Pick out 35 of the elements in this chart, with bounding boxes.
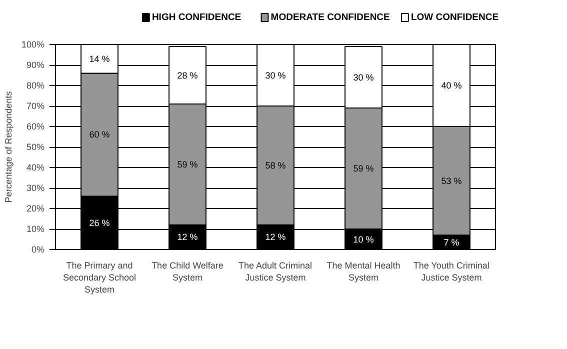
y-tick-label: 80% <box>26 80 44 90</box>
y-tick-label: 70% <box>26 101 44 111</box>
y-tick-label: 60% <box>26 122 44 132</box>
y-tick-label: 0% <box>31 244 45 254</box>
data-label: 26 % <box>89 218 110 228</box>
legend-label: MODERATE CONFIDENCE <box>270 12 390 23</box>
y-tick-label: 10% <box>26 224 44 234</box>
legend-label: LOW CONFIDENCE <box>410 12 499 23</box>
y-tick-label: 40% <box>26 162 44 172</box>
x-tick-label: The Youth Criminal Justice System <box>413 260 490 282</box>
data-label: 53 % <box>441 176 462 186</box>
y-axis-title: Percentage of Respondents <box>3 90 14 203</box>
data-label: 28 % <box>177 70 198 80</box>
x-tick-label: The Primary and Secondary School System <box>62 260 136 294</box>
data-label: 59 % <box>177 159 198 170</box>
data-label: 30 % <box>353 72 374 82</box>
data-label: 12 % <box>265 232 286 242</box>
data-label: 14 % <box>89 54 110 64</box>
data-label: 60 % <box>89 130 110 140</box>
data-label: 12 % <box>177 232 198 242</box>
x-tick-label: The Mental Health System <box>326 260 400 282</box>
data-label: 40 % <box>441 80 462 90</box>
x-tick-label: The Adult Criminal Justice System <box>238 260 312 282</box>
data-label: 59 % <box>353 164 374 174</box>
x-tick-label: The Child Welfare System <box>152 260 224 282</box>
data-label: 10 % <box>353 234 374 244</box>
y-tick-label: 20% <box>26 204 44 214</box>
data-label: 30 % <box>265 70 286 80</box>
legend-label: HIGH CONFIDENCE <box>152 12 242 23</box>
data-label: 7 % <box>444 237 460 248</box>
y-tick-label: 50% <box>26 142 44 152</box>
y-tick-label: 100% <box>21 40 45 50</box>
y-tick-label: 30% <box>26 183 44 193</box>
data-label: 58 % <box>265 160 286 170</box>
y-tick-label: 90% <box>26 60 44 70</box>
